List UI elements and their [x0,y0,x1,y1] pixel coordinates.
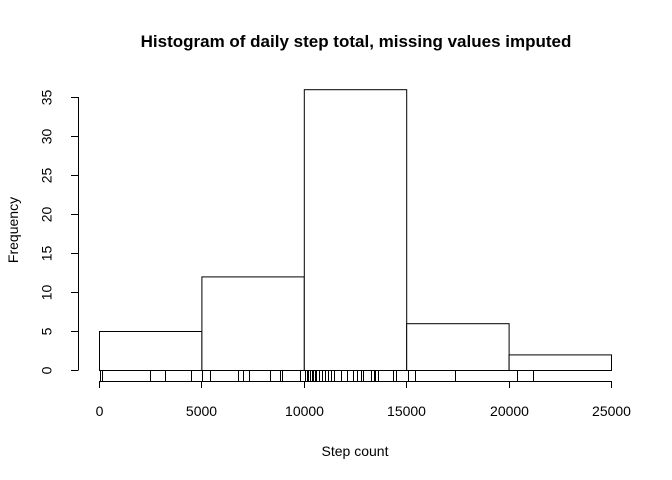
x-tick-label: 25000 [592,403,631,419]
histogram-bar-1 [201,276,305,371]
histogram-bar-3 [406,323,510,372]
x-tick-label: 15000 [387,403,426,419]
y-tick-label: 25 [39,168,55,184]
chart-title: Histogram of daily step total, missing v… [141,32,572,51]
rug-marks [100,370,534,381]
y-tick-label: 15 [39,246,55,262]
y-tick-label: 35 [39,90,55,106]
y-tick-label: 30 [39,129,55,145]
y-tick-label: 5 [39,327,55,335]
x-tick-label: 20000 [490,403,529,419]
histogram-bar-4 [508,354,613,371]
histogram-bars [99,89,613,372]
x-tick-label: 5000 [186,403,217,419]
y-tick-label: 10 [39,285,55,301]
histogram-bar-2 [303,89,408,371]
y-tick-label: 20 [39,207,55,223]
x-axis: 0 5000 10000 15000 20000 25000 [96,381,631,419]
y-axis-label: Frequency [5,197,21,263]
histogram-bar-0 [99,331,203,371]
y-axis: 0 5 10 15 20 25 30 35 [39,90,79,374]
x-tick-label: 0 [96,403,104,419]
y-tick-label: 0 [39,366,55,374]
x-axis-label: Step count [322,443,389,459]
x-tick-label: 10000 [285,403,324,419]
